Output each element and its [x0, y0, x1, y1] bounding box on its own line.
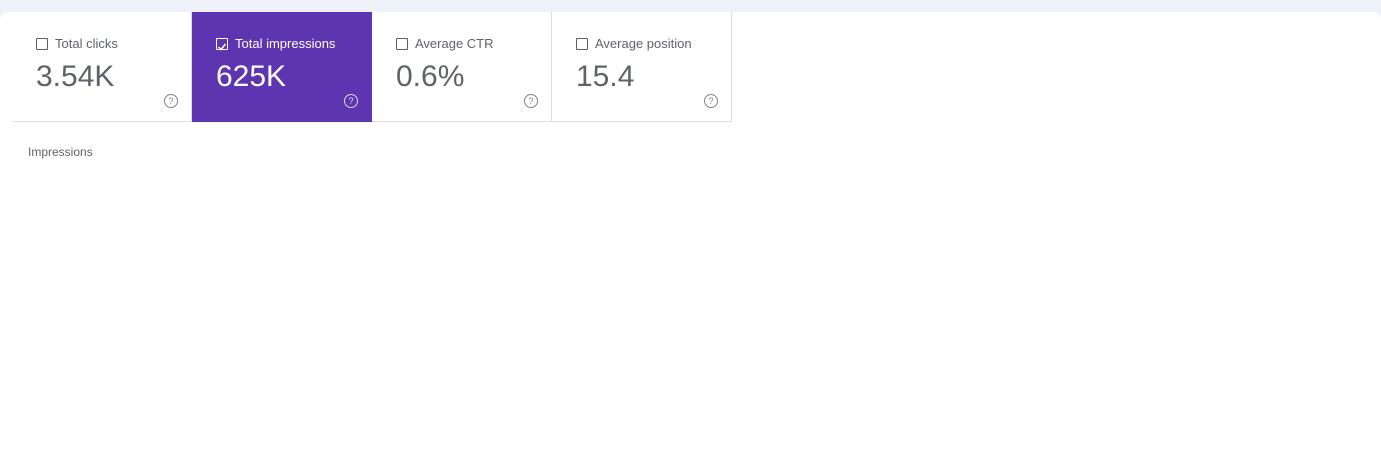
metric-tile[interactable]: Average position 15.4?	[552, 12, 732, 122]
metric-label: Total clicks	[55, 36, 118, 51]
metric-value: 0.6%	[396, 60, 465, 93]
checkbox[interactable]	[36, 38, 48, 50]
help-icon[interactable]: ?	[164, 94, 178, 108]
y-axis-label: Impressions	[28, 145, 93, 159]
metric-value: 3.54K	[36, 60, 115, 93]
metric-tile[interactable]: Average CTR 0.6%?	[372, 12, 552, 122]
metric-tile[interactable]: Total clicks 3.54K?	[12, 12, 192, 122]
help-icon[interactable]: ?	[704, 94, 718, 108]
metric-value: 15.4	[576, 60, 635, 93]
help-icon[interactable]: ?	[524, 94, 538, 108]
checkbox[interactable]	[576, 38, 588, 50]
help-icon[interactable]: ?	[344, 94, 358, 108]
metric-value: 625K	[216, 60, 287, 93]
metric-label: Average position	[595, 36, 692, 51]
checkbox[interactable]	[396, 38, 408, 50]
performance-card: Total clicks3.54K?010K20K30K5/24/256/1/2…	[0, 12, 1381, 463]
metric-label: Total impressions	[235, 36, 336, 51]
metric-label: Average CTR	[415, 36, 494, 51]
